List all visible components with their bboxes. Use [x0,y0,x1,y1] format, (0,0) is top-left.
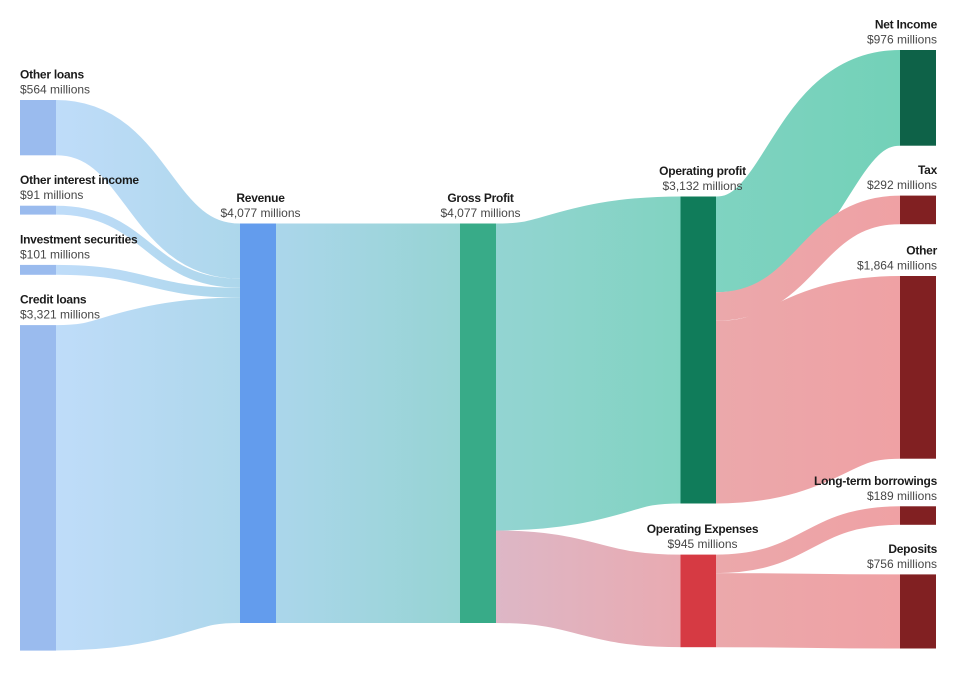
svg-text:Long-term borrowings: Long-term borrowings [814,474,938,488]
svg-text:Net Income: Net Income [875,18,938,32]
svg-text:$1,864 millions: $1,864 millions [857,259,937,273]
svg-text:Investment securities: Investment securities [20,232,138,246]
svg-text:$292 millions: $292 millions [867,178,937,192]
svg-text:Gross Profit: Gross Profit [447,191,514,205]
svg-text:Tax: Tax [918,163,938,177]
svg-text:Operating profit: Operating profit [659,164,746,178]
svg-text:Revenue: Revenue [236,191,285,205]
svg-text:Credit loans: Credit loans [20,293,87,307]
svg-text:$101 millions: $101 millions [20,247,90,261]
svg-text:$4,077 millions: $4,077 millions [220,206,300,220]
svg-text:$3,132 millions: $3,132 millions [662,179,742,193]
svg-text:$756 millions: $756 millions [867,557,937,571]
svg-text:$564 millions: $564 millions [20,83,90,97]
svg-text:$976 millions: $976 millions [867,33,937,47]
svg-text:$189 millions: $189 millions [867,489,937,503]
svg-text:$4,077 millions: $4,077 millions [440,206,520,220]
svg-text:$945 millions: $945 millions [667,537,737,551]
svg-text:$3,321 millions: $3,321 millions [20,308,100,322]
svg-text:Operating Expenses: Operating Expenses [647,522,759,536]
svg-text:$91 millions: $91 millions [20,188,83,202]
svg-text:Deposits: Deposits [888,542,937,556]
svg-text:Other: Other [906,244,937,258]
svg-text:Other interest income: Other interest income [20,173,139,187]
svg-text:Other loans: Other loans [20,68,85,82]
